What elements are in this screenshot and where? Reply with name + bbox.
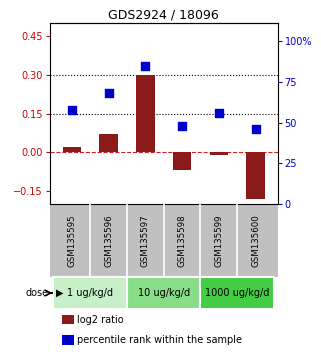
Bar	[173, 152, 191, 171]
Bar	[247, 152, 265, 199]
Text: ▶: ▶	[56, 288, 63, 298]
Bar	[62, 335, 74, 344]
Text: GSM135597: GSM135597	[141, 214, 150, 267]
Text: GSM135595: GSM135595	[67, 214, 76, 267]
Text: GSM135599: GSM135599	[214, 214, 223, 267]
Bar	[62, 315, 74, 324]
Text: GSM135598: GSM135598	[178, 214, 187, 267]
Point	[69, 107, 74, 112]
Bar	[100, 134, 118, 152]
Point	[216, 110, 221, 116]
Title: GDS2924 / 18096: GDS2924 / 18096	[108, 9, 219, 22]
Point	[143, 63, 148, 68]
Text: log2 ratio: log2 ratio	[77, 315, 124, 325]
Point	[253, 126, 258, 132]
Bar	[201, 276, 274, 309]
Bar	[127, 276, 201, 309]
Text: GSM135596: GSM135596	[104, 214, 113, 267]
Bar	[53, 276, 127, 309]
Text: 1 ug/kg/d: 1 ug/kg/d	[67, 288, 113, 298]
Bar	[63, 147, 81, 152]
Text: GSM135600: GSM135600	[251, 214, 260, 267]
Text: percentile rank within the sample: percentile rank within the sample	[77, 335, 242, 345]
Text: 1000 ug/kg/d: 1000 ug/kg/d	[205, 288, 269, 298]
Text: dose: dose	[26, 288, 49, 298]
Bar	[210, 152, 228, 155]
Bar	[136, 75, 154, 152]
Text: 10 ug/kg/d: 10 ug/kg/d	[138, 288, 190, 298]
Point	[106, 90, 111, 96]
Point	[179, 123, 185, 129]
